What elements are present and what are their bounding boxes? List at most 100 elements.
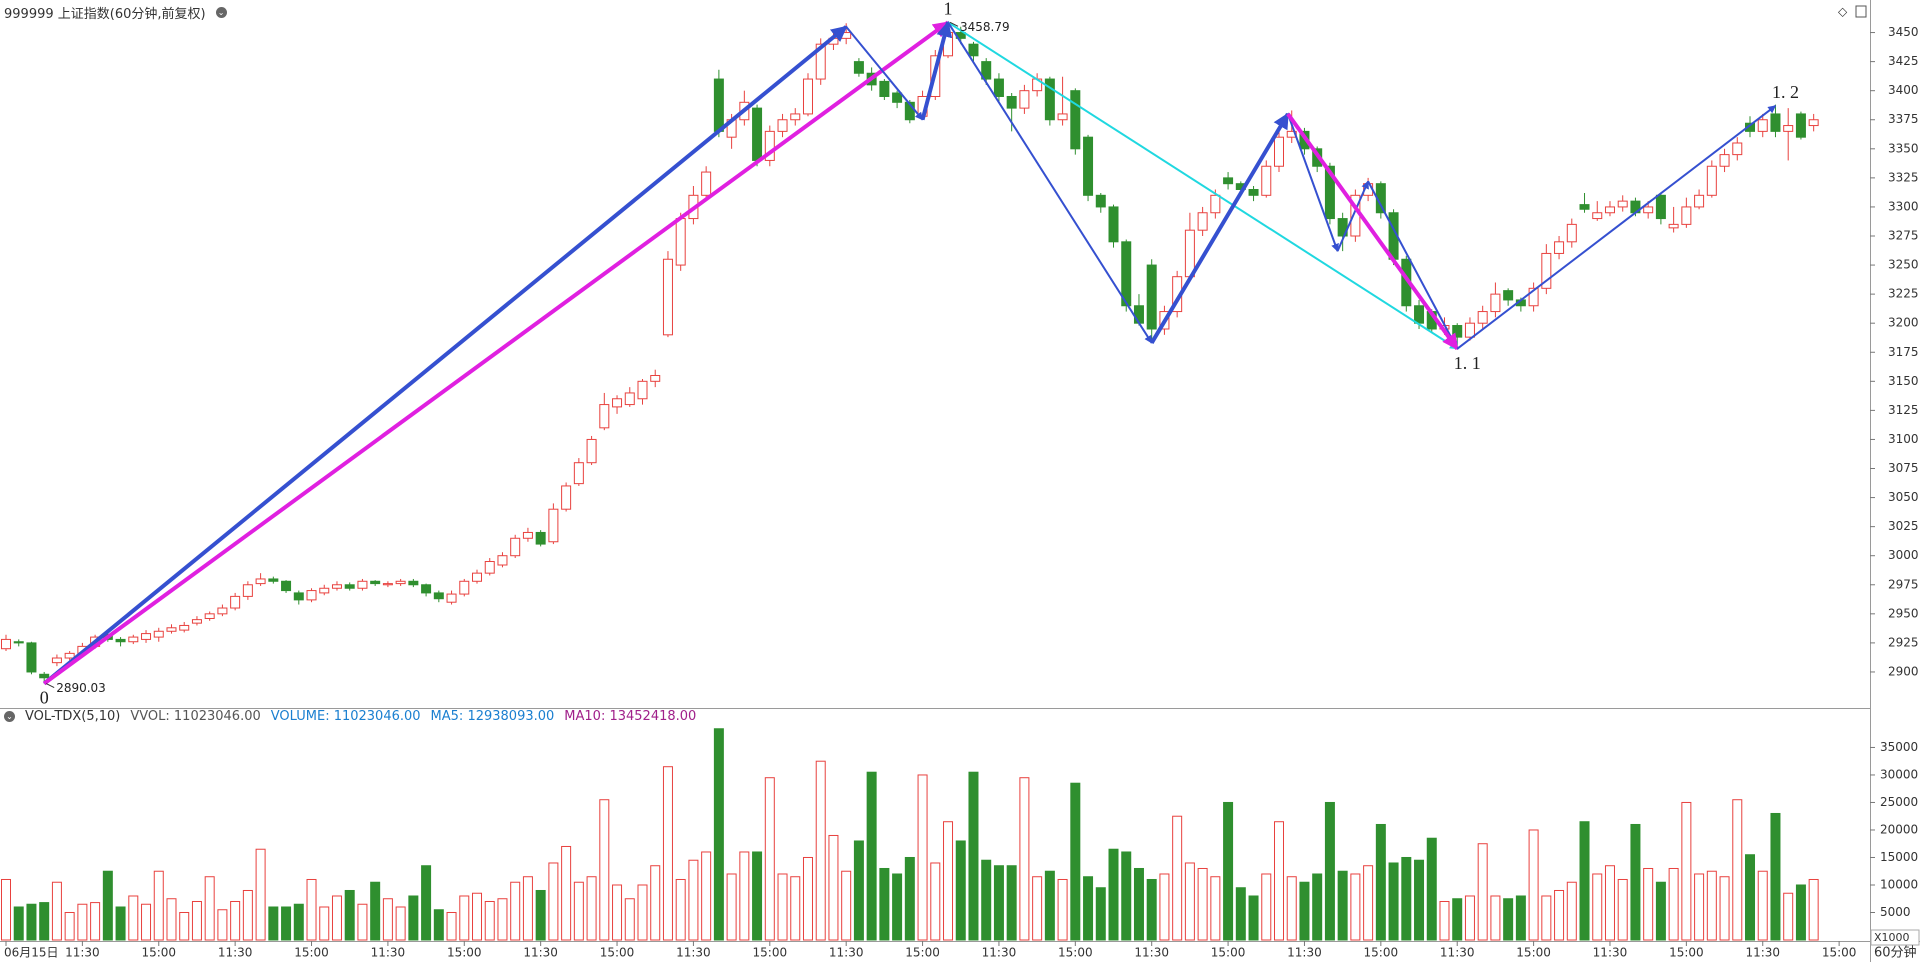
volume-bar (1706, 870, 1717, 941)
volume-bar (815, 760, 826, 941)
candle-body (1528, 287, 1539, 307)
volume-bar (370, 881, 381, 941)
candle-body (777, 119, 788, 132)
volume-bar (802, 856, 813, 941)
y-tick-label: 3400 (1888, 83, 1919, 97)
trend-line (42, 25, 848, 686)
candle-body (13, 641, 24, 644)
volume-bar (1464, 895, 1475, 941)
volume-bar (230, 900, 241, 941)
candle-body (1414, 305, 1425, 324)
volume-bar (102, 870, 113, 941)
volume-bar (713, 728, 724, 941)
candle-body (853, 61, 864, 74)
y-tick-label: 3000 (1888, 548, 1919, 562)
volume-bar (1210, 876, 1221, 941)
volume-bar (1388, 862, 1399, 941)
unit-box (1870, 929, 1920, 946)
chart-title: 999999 上证指数(60分钟,前复权) (4, 7, 206, 22)
candle-body (1223, 177, 1234, 185)
volume-bar (1668, 867, 1679, 941)
candle-body (815, 43, 826, 80)
extreme-label: 3458.79 (960, 20, 1010, 34)
volume-bar (13, 906, 24, 941)
candle-body (281, 580, 292, 592)
candle-body (1083, 136, 1094, 196)
candle-body (1261, 165, 1272, 196)
window-icon[interactable]: ◇ (1838, 5, 1848, 19)
candle-body (548, 508, 559, 543)
x-tick-label: 15:00 (1211, 946, 1246, 960)
candle-body (841, 32, 852, 39)
candle-body (1095, 194, 1106, 208)
volume-bar (1286, 876, 1297, 941)
candle-body (408, 580, 419, 586)
volume-bar (1579, 821, 1590, 941)
y-tick-label: 2925 (1888, 635, 1919, 649)
candle-body (1732, 142, 1743, 156)
volume-bar (1312, 873, 1323, 941)
volume-bar (752, 851, 763, 941)
y-tick-label: 20000 (1880, 822, 1918, 836)
trend-line (43, 20, 950, 686)
candle-body (1274, 136, 1284, 167)
x-tick-label: 15:00 (753, 946, 788, 960)
candle-body (1490, 293, 1501, 313)
volume-bar (981, 859, 992, 941)
candle-body (1477, 311, 1488, 324)
window-icon[interactable] (1855, 5, 1867, 18)
candle-body (1566, 223, 1577, 243)
candle-body (535, 531, 546, 545)
candle-body (153, 630, 164, 638)
volume-bar (90, 902, 101, 941)
volume-bar (904, 856, 915, 941)
y-tick-label: 3050 (1888, 490, 1919, 504)
volume-bar (1770, 812, 1781, 941)
candle-body (217, 607, 228, 615)
volume-bar (688, 859, 699, 941)
volume-bar (319, 906, 330, 941)
y-tick-label: 3425 (1888, 54, 1919, 68)
volume-bar (1401, 856, 1412, 941)
y-tick-label: 3450 (1888, 25, 1919, 39)
candle-body (752, 107, 763, 161)
candle-body (128, 636, 139, 643)
x-tick-label: 15:00 (294, 946, 329, 960)
menu-button[interactable]: ⌄ (4, 711, 15, 722)
y-tick-label: 5000 (1880, 905, 1911, 919)
trend-line (1286, 113, 1339, 252)
volume-bar (841, 870, 852, 941)
candle-body (64, 652, 75, 659)
candle-body (1121, 241, 1132, 307)
volume-bar (382, 898, 393, 941)
x-tick-label: 15:00 (1822, 946, 1857, 960)
candle-body (1795, 113, 1806, 138)
candle-body (764, 130, 775, 161)
x-tick-label: 11:30 (1745, 946, 1780, 960)
candle-body (1681, 206, 1692, 225)
x-tick-label: 06月15日 (4, 946, 59, 960)
volume-bar (153, 870, 164, 941)
volume-bar (1439, 900, 1450, 941)
volume-bar (344, 889, 355, 941)
volume-bar (599, 799, 610, 941)
wave-label: 1. 1 (1454, 353, 1481, 373)
volume-bar (1235, 887, 1246, 941)
candle-body (624, 392, 635, 406)
volume-bar (764, 777, 775, 941)
x-tick-label: 15:00 (905, 946, 940, 960)
candle-body (1655, 194, 1666, 220)
volume-bar (1757, 870, 1768, 941)
volume-bar (1, 878, 11, 941)
volume-bar (853, 840, 864, 941)
candle-body (1044, 78, 1055, 121)
volume-bar (1337, 870, 1348, 941)
volume-bar (1197, 867, 1208, 941)
y-tick-label: 3300 (1888, 199, 1919, 213)
menu-button[interactable]: ⌄ (215, 7, 227, 18)
candle-body (1, 638, 11, 650)
candle-body (1057, 113, 1068, 121)
volume-bar (268, 906, 279, 941)
y-tick-label: 2950 (1888, 606, 1919, 620)
volume-bar (943, 821, 954, 941)
